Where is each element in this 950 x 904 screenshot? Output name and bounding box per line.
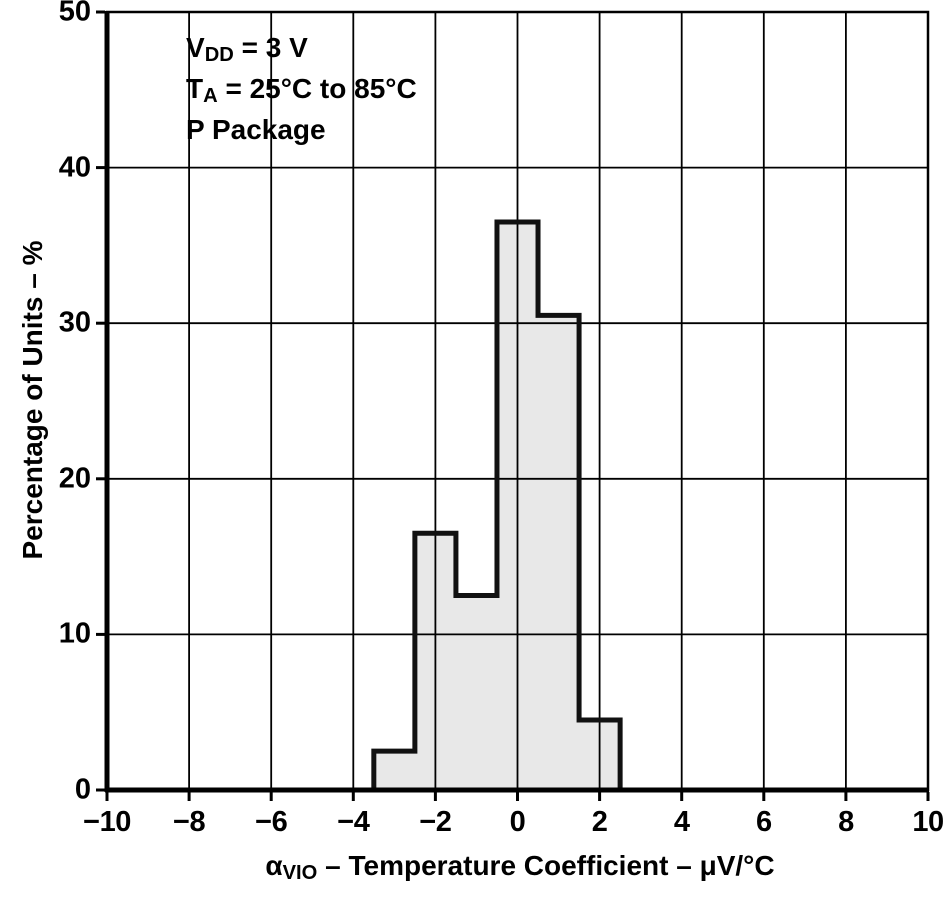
y-tick-label: 0 (74, 773, 91, 806)
alpha-symbol: α (265, 850, 283, 881)
x-tick-label: −6 (255, 806, 288, 838)
y-axis-title: Percentage of Units – % (17, 241, 49, 560)
x-tick-label: 0 (509, 806, 526, 838)
x-tick-label: −10 (83, 806, 131, 838)
x-axis-title: αVIO – Temperature Coefficient – μV/°C (265, 850, 775, 885)
x-tick-label: 2 (591, 806, 608, 838)
y-tick-label: 10 (58, 617, 91, 650)
y-tick-label: 30 (58, 306, 91, 339)
y-tick-label: 50 (58, 0, 91, 28)
x-tick-label: −2 (419, 806, 452, 838)
y-tick-label: 20 (58, 462, 91, 495)
x-tick-label: 6 (755, 806, 772, 838)
y-tick-label: 40 (58, 151, 91, 184)
package-condition: P Package (186, 114, 326, 145)
x-tick-label: −8 (173, 806, 206, 838)
alpha-subscript: VIO (282, 862, 318, 885)
y-axis-title-text: Percentage of Units – % (17, 240, 48, 560)
x-tick-label: 10 (912, 806, 944, 838)
x-tick-label: −4 (337, 806, 370, 838)
x-axis-title-text: – Temperature Coefficient – μV/°C (317, 850, 775, 881)
x-tick-label: 4 (673, 806, 690, 838)
histogram-outline (371, 219, 623, 793)
x-tick-label: 8 (838, 806, 854, 838)
vdd-condition: VDD = 3 V (186, 32, 308, 67)
test-conditions: VDD = 3 V TA = 25°C to 85°C P Package (186, 27, 417, 150)
ta-condition: TA = 25°C to 85°C (186, 73, 417, 108)
